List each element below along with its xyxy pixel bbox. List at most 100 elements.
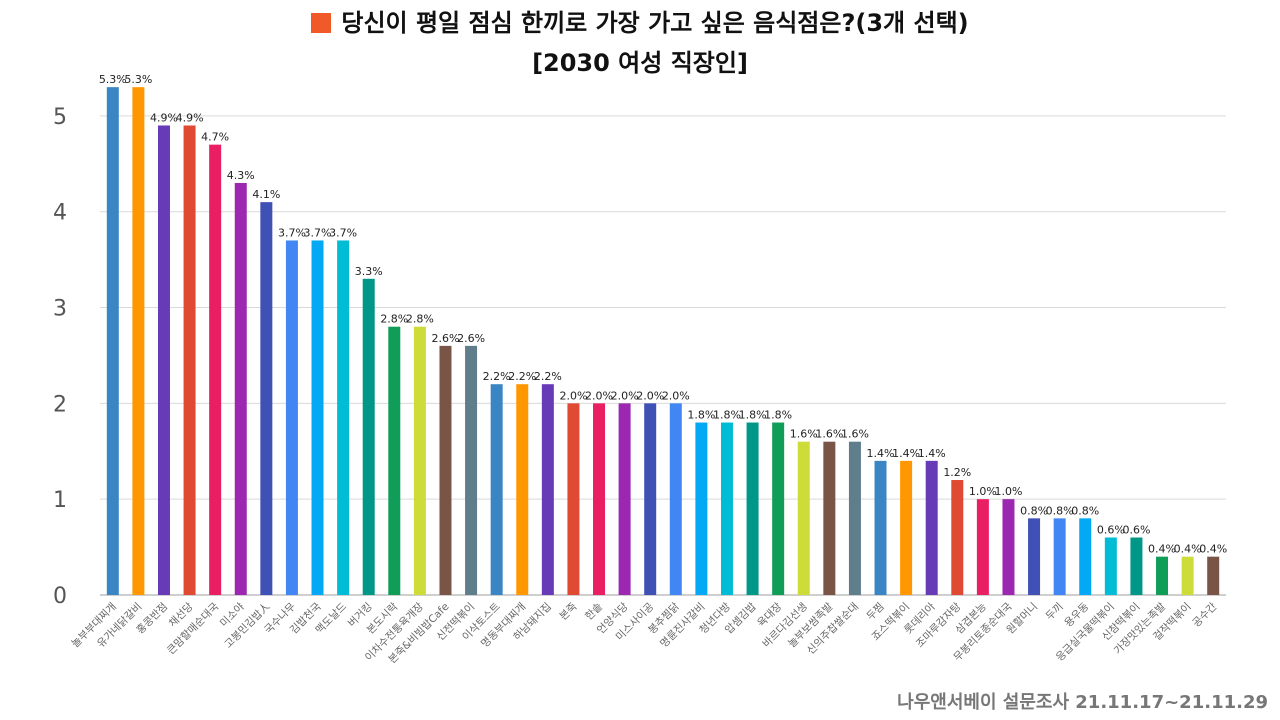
x-tick-label: 공수간 xyxy=(1190,600,1219,629)
data-label: 1.0% xyxy=(995,485,1023,498)
x-tick-label: 한솥 xyxy=(583,600,605,622)
chart-title-text: 당신이 평일 점심 한끼로 가장 가고 싶은 음식점은?(3개 선택) xyxy=(341,9,969,37)
bar xyxy=(388,326,401,595)
x-tick-label: 두찜 xyxy=(864,601,886,623)
y-axis-ticks: 0 1 2 3 4 5 xyxy=(53,105,67,609)
bar xyxy=(157,125,170,595)
bar xyxy=(925,460,938,595)
bar xyxy=(720,422,733,595)
bar xyxy=(209,144,222,595)
data-label: 0.4% xyxy=(1199,543,1227,556)
y-tick-label: 3 xyxy=(53,297,67,322)
data-label: 2.0% xyxy=(636,389,664,402)
bar xyxy=(285,240,298,596)
data-label: 2.2% xyxy=(534,370,562,383)
data-label: 4.7% xyxy=(201,131,229,144)
y-tick-label: 4 xyxy=(53,201,67,226)
y-tick-label: 2 xyxy=(53,392,67,417)
data-label: 4.9% xyxy=(150,111,178,124)
bar xyxy=(797,441,810,595)
bar xyxy=(1130,537,1143,595)
bar xyxy=(695,422,708,595)
data-label: 2.8% xyxy=(380,313,408,326)
chart-subtitle: [2030 여성 직장인] xyxy=(532,49,748,77)
data-label: 5.3% xyxy=(124,73,152,86)
data-label: 2.0% xyxy=(559,389,587,402)
bar xyxy=(1002,499,1015,595)
bar xyxy=(618,403,631,595)
bar xyxy=(516,384,529,595)
bar xyxy=(106,87,119,595)
bar xyxy=(132,87,145,595)
bar xyxy=(669,403,682,595)
bar xyxy=(413,326,426,595)
bars xyxy=(106,87,1220,596)
data-label: 0.8% xyxy=(1046,504,1074,517)
data-label: 1.6% xyxy=(790,428,818,441)
data-label: 2.2% xyxy=(483,370,511,383)
data-label: 2.0% xyxy=(585,389,613,402)
data-label: 1.8% xyxy=(687,409,715,422)
bar xyxy=(567,403,580,595)
bar xyxy=(593,403,606,595)
bar xyxy=(234,182,247,595)
bar xyxy=(183,125,196,595)
data-label: 2.6% xyxy=(432,332,460,345)
data-label: 1.6% xyxy=(815,428,843,441)
bar xyxy=(823,441,836,595)
bar xyxy=(337,240,350,596)
bar xyxy=(1156,556,1169,595)
data-label: 2.8% xyxy=(406,313,434,326)
data-label: 1.4% xyxy=(918,447,946,460)
data-label: 0.6% xyxy=(1097,524,1125,537)
data-label: 1.8% xyxy=(713,409,741,422)
data-label: 3.7% xyxy=(329,226,357,239)
bar xyxy=(644,403,657,595)
data-label: 1.8% xyxy=(764,409,792,422)
data-label: 0.4% xyxy=(1174,543,1202,556)
data-label: 2.2% xyxy=(508,370,536,383)
data-label: 2.0% xyxy=(611,389,639,402)
bar xyxy=(746,422,759,595)
bar xyxy=(900,460,913,595)
data-label: 3.7% xyxy=(278,226,306,239)
data-label: 4.9% xyxy=(176,111,204,124)
bar xyxy=(1207,556,1220,595)
data-label: 0.4% xyxy=(1148,543,1176,556)
data-label: 1.0% xyxy=(969,485,997,498)
y-tick-label: 1 xyxy=(53,488,67,513)
legend-square-icon xyxy=(311,13,332,33)
bar xyxy=(976,499,989,595)
data-label: 1.4% xyxy=(867,447,895,460)
y-tick-label: 0 xyxy=(53,584,67,609)
data-label: 1.6% xyxy=(841,428,869,441)
bar xyxy=(311,240,324,596)
bar xyxy=(439,345,452,595)
chart-title: 당신이 평일 점심 한끼로 가장 가고 싶은 음식점은?(3개 선택) xyxy=(0,6,1280,40)
source-note: 나우앤서베이 설문조사 21.11.17~21.11.29 xyxy=(897,692,1268,713)
bar xyxy=(1104,537,1117,595)
bar xyxy=(1181,556,1194,595)
data-labels: 5.3%5.3%4.9%4.9%4.7%4.3%4.1%3.7%3.7%3.7%… xyxy=(99,73,1227,556)
x-tick-label: 두끼 xyxy=(1044,601,1066,623)
bar xyxy=(874,460,887,595)
x-tick-label: 본죽 xyxy=(557,600,579,622)
bar xyxy=(772,422,785,595)
data-label: 1.2% xyxy=(943,466,971,479)
x-axis-labels: 놀부부대찌개유가네닭갈비홍콩반점채선당큰맘할매순대국미소야고봉민김밥人국수나무김… xyxy=(69,600,1219,666)
data-label: 5.3% xyxy=(99,73,127,86)
bar xyxy=(1053,518,1066,595)
data-label: 1.4% xyxy=(892,447,920,460)
bar xyxy=(490,384,503,595)
data-label: 4.1% xyxy=(252,188,280,201)
data-label: 2.0% xyxy=(662,389,690,402)
data-label: 1.8% xyxy=(739,409,767,422)
bar xyxy=(260,202,273,596)
data-label: 0.8% xyxy=(1020,504,1048,517)
bar xyxy=(951,480,964,595)
data-label: 4.3% xyxy=(227,169,255,182)
bar xyxy=(848,441,861,595)
bar xyxy=(1079,518,1092,595)
data-label: 0.6% xyxy=(1122,524,1150,537)
